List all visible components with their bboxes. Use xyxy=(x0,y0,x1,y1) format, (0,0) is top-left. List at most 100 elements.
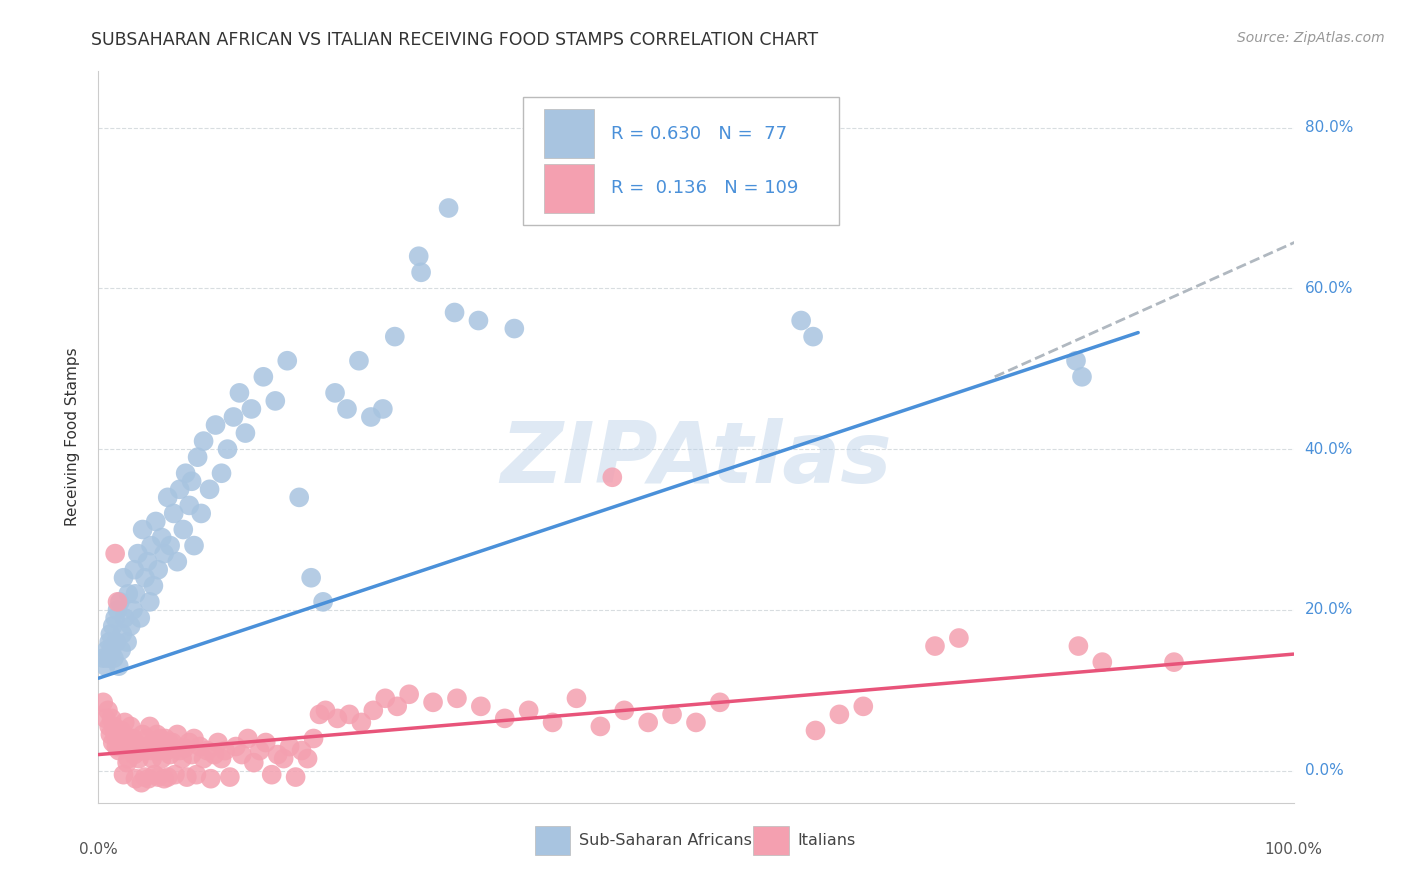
Point xyxy=(148,743,170,757)
Point xyxy=(187,450,209,465)
Point xyxy=(291,743,314,757)
Point xyxy=(124,772,146,786)
Point xyxy=(129,611,152,625)
Point xyxy=(202,747,225,762)
Text: Sub-Saharan Africans: Sub-Saharan Africans xyxy=(579,833,752,848)
Point xyxy=(118,731,141,746)
Point xyxy=(163,767,186,781)
Text: R = 0.630   N =  77: R = 0.630 N = 77 xyxy=(612,125,787,143)
Text: 100.0%: 100.0% xyxy=(1264,842,1323,856)
Point xyxy=(200,772,222,786)
Point xyxy=(131,775,153,789)
Point xyxy=(103,719,125,733)
Point xyxy=(98,635,121,649)
Point xyxy=(156,770,179,784)
FancyBboxPatch shape xyxy=(523,97,839,225)
Point xyxy=(108,739,131,754)
Point xyxy=(129,739,152,754)
Point xyxy=(115,739,138,754)
Point xyxy=(252,369,274,384)
Point xyxy=(254,735,277,749)
Point xyxy=(127,743,149,757)
Point xyxy=(804,723,827,738)
Point xyxy=(114,715,136,730)
Point xyxy=(139,595,162,609)
Point xyxy=(163,507,186,521)
Text: 40.0%: 40.0% xyxy=(1305,442,1353,457)
Point xyxy=(924,639,946,653)
Point xyxy=(315,703,337,717)
Point xyxy=(107,731,129,746)
Point xyxy=(150,751,173,765)
Point xyxy=(637,715,659,730)
Point xyxy=(159,747,181,762)
Point xyxy=(120,719,142,733)
Point xyxy=(828,707,851,722)
Point xyxy=(801,329,824,343)
Point xyxy=(790,313,813,327)
Point xyxy=(374,691,396,706)
Point xyxy=(467,313,489,327)
Point xyxy=(157,735,180,749)
Point xyxy=(105,739,128,754)
Point xyxy=(97,703,120,717)
Point xyxy=(148,770,170,784)
Point xyxy=(117,751,139,765)
Point xyxy=(107,659,129,673)
Point xyxy=(323,385,346,400)
Point xyxy=(190,507,212,521)
Point xyxy=(217,442,239,457)
Point xyxy=(124,587,146,601)
Point xyxy=(104,611,127,625)
Point xyxy=(131,523,153,537)
Point xyxy=(155,731,177,746)
Point xyxy=(146,727,169,741)
Point xyxy=(193,751,215,765)
Point xyxy=(110,723,132,738)
Point xyxy=(204,417,226,432)
Text: 20.0%: 20.0% xyxy=(1305,602,1353,617)
Text: 60.0%: 60.0% xyxy=(1305,281,1353,296)
Point xyxy=(422,695,444,709)
Point xyxy=(278,739,301,754)
Point xyxy=(115,635,138,649)
Point xyxy=(517,703,540,717)
Point xyxy=(173,741,195,756)
Point xyxy=(124,563,146,577)
Point xyxy=(179,735,201,749)
Point xyxy=(108,595,131,609)
Point xyxy=(134,571,156,585)
Point xyxy=(1163,655,1185,669)
Point xyxy=(350,715,373,730)
Point xyxy=(139,719,162,733)
Point xyxy=(339,707,361,722)
Point xyxy=(112,767,135,781)
Point xyxy=(136,555,159,569)
Text: SUBSAHARAN AFRICAN VS ITALIAN RECEIVING FOOD STAMPS CORRELATION CHART: SUBSAHARAN AFRICAN VS ITALIAN RECEIVING … xyxy=(91,31,818,49)
Point xyxy=(408,249,430,263)
Point xyxy=(150,531,173,545)
Point xyxy=(443,305,465,319)
Point xyxy=(162,735,184,749)
FancyBboxPatch shape xyxy=(544,109,595,159)
Point xyxy=(112,571,135,585)
Point xyxy=(131,727,153,741)
Point xyxy=(115,756,138,770)
Point xyxy=(336,401,359,416)
Point xyxy=(100,643,122,657)
FancyBboxPatch shape xyxy=(754,826,789,855)
Point xyxy=(494,711,516,725)
Point xyxy=(134,770,156,784)
Point xyxy=(100,711,122,725)
Point xyxy=(169,743,191,757)
Point xyxy=(128,751,150,765)
Point xyxy=(243,756,266,770)
Point xyxy=(347,353,370,368)
Point xyxy=(180,747,202,762)
Point xyxy=(91,651,114,665)
Point xyxy=(153,772,176,786)
Point xyxy=(127,547,149,561)
Point xyxy=(145,515,167,529)
Point xyxy=(363,703,385,717)
Point xyxy=(104,547,127,561)
